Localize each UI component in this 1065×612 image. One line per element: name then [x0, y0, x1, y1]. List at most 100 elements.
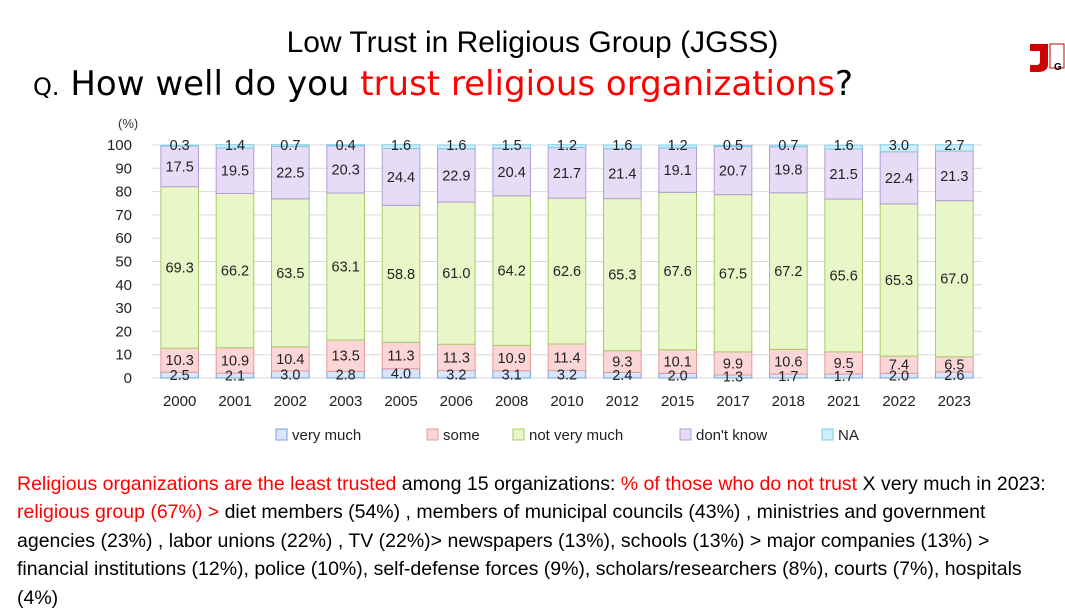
bar-segment: [326, 192, 365, 341]
legend-label: not very much: [529, 427, 623, 444]
x-tick-label: 2000: [163, 393, 196, 410]
x-tick-label: 2001: [218, 393, 251, 410]
x-tick-label: 2002: [274, 393, 307, 410]
y-tick-label: 50: [115, 254, 132, 271]
y-tick-label: 60: [115, 230, 132, 247]
x-tick-label: 2006: [440, 393, 473, 410]
bar-segment: [603, 198, 642, 352]
value-label: 7.4: [889, 358, 909, 374]
bar-segment: [215, 147, 255, 194]
value-label: 22.9: [442, 168, 470, 184]
legend: very much some not very much don't know NA: [275, 427, 859, 444]
value-label: 2.1: [225, 369, 245, 385]
x-tick-label: 2022: [882, 393, 915, 410]
bar-segment: [935, 200, 974, 358]
footer-part-2: among 15 organizations:: [396, 473, 621, 495]
bar-segment: [879, 203, 919, 357]
value-label: 2.8: [336, 368, 356, 384]
value-label: 65.6: [830, 268, 858, 284]
bar-segment: [935, 144, 974, 152]
value-label: 10.9: [498, 351, 526, 367]
value-label: 1.6: [391, 138, 411, 154]
value-label: 9.5: [834, 356, 854, 372]
value-label: 1.3: [723, 369, 743, 385]
bar-segment: [769, 348, 808, 375]
value-label: 1.6: [612, 138, 632, 154]
value-label: 10.1: [664, 355, 692, 371]
question-highlight: trust religious organizations: [360, 64, 836, 104]
question-before: How well do you: [70, 64, 361, 104]
x-tick-label: 2005: [384, 393, 417, 410]
value-label: 66.2: [221, 264, 249, 280]
value-label: 22.4: [885, 171, 913, 187]
bar-segment: [437, 144, 476, 150]
bar-segment: [271, 346, 310, 372]
bar-segment: [160, 145, 199, 188]
bar-segment: [713, 144, 753, 147]
legend-label: NA: [838, 427, 859, 444]
bar-segment: [271, 145, 310, 200]
value-label: 0.7: [280, 138, 300, 154]
value-label: 4.0: [391, 366, 411, 382]
value-label: 69.3: [166, 260, 194, 276]
y-tick-label: 30: [115, 300, 132, 317]
bar-segment: [160, 144, 199, 147]
legend-label: very much: [292, 427, 361, 444]
legend-label: don't know: [696, 427, 767, 444]
value-label: 0.3: [170, 138, 190, 154]
value-label: 0.5: [723, 138, 743, 154]
value-label: 22.5: [276, 166, 304, 182]
x-tick-label: 2021: [827, 393, 860, 410]
value-label: 21.7: [553, 166, 581, 182]
value-label: 63.1: [332, 260, 360, 276]
value-label: 3.2: [557, 367, 577, 383]
bar-segment: [215, 144, 255, 149]
value-label: 10.9: [221, 353, 249, 369]
value-label: 17.5: [166, 159, 194, 175]
value-label: 1.2: [668, 138, 688, 154]
value-label: 19.1: [664, 163, 692, 179]
bar-segment: [603, 144, 642, 150]
value-label: 1.4: [225, 138, 245, 154]
legend-swatch: [275, 428, 288, 441]
bar-segment: [603, 148, 642, 200]
footer-part-5: religious group (67%) >: [17, 501, 220, 524]
bar-segment: [492, 195, 531, 346]
bar-segment: [547, 147, 587, 199]
value-label: 21.3: [940, 169, 968, 185]
value-label: 2.0: [668, 369, 688, 385]
legend-swatch: [426, 428, 439, 441]
jgss-logo-letter: G: [1054, 62, 1062, 73]
value-label: 1.6: [834, 138, 854, 154]
y-tick-label: 100: [107, 137, 132, 154]
bar-segment: [437, 201, 476, 345]
x-tick-label: 2015: [661, 393, 694, 410]
value-label: 65.3: [608, 268, 636, 284]
value-label: 9.9: [723, 356, 743, 372]
bar-segment: [381, 144, 421, 149]
value-label: 3.2: [446, 367, 466, 383]
y-tick-labels: 0 10 20 30 40 50 60 70 80 90 100: [107, 137, 132, 387]
footer-part-3: % of those who do not trust: [620, 473, 858, 495]
bar-segment: [935, 150, 974, 202]
bar-segment: [492, 144, 531, 149]
bar-segment: [879, 144, 919, 153]
bar-segment: [713, 145, 753, 196]
value-label: 19.8: [774, 163, 802, 179]
value-label: 13.5: [332, 349, 360, 365]
value-label: 11.3: [387, 349, 414, 365]
bar-segment: [547, 144, 587, 149]
value-label: 21.5: [830, 167, 858, 183]
bar-segment: [824, 148, 863, 200]
value-label: 2.7: [944, 138, 964, 154]
value-label: 67.6: [664, 264, 692, 280]
value-label: 24.4: [387, 170, 415, 186]
value-label: 62.6: [553, 264, 581, 280]
value-label: 1.7: [834, 369, 854, 385]
value-label: 67.0: [940, 272, 968, 288]
value-label: 6.5: [944, 357, 964, 373]
value-label: 58.8: [387, 267, 415, 283]
x-tick-label: 2008: [495, 393, 528, 410]
legend-swatch: [821, 428, 834, 441]
value-label: 11.4: [553, 350, 580, 366]
